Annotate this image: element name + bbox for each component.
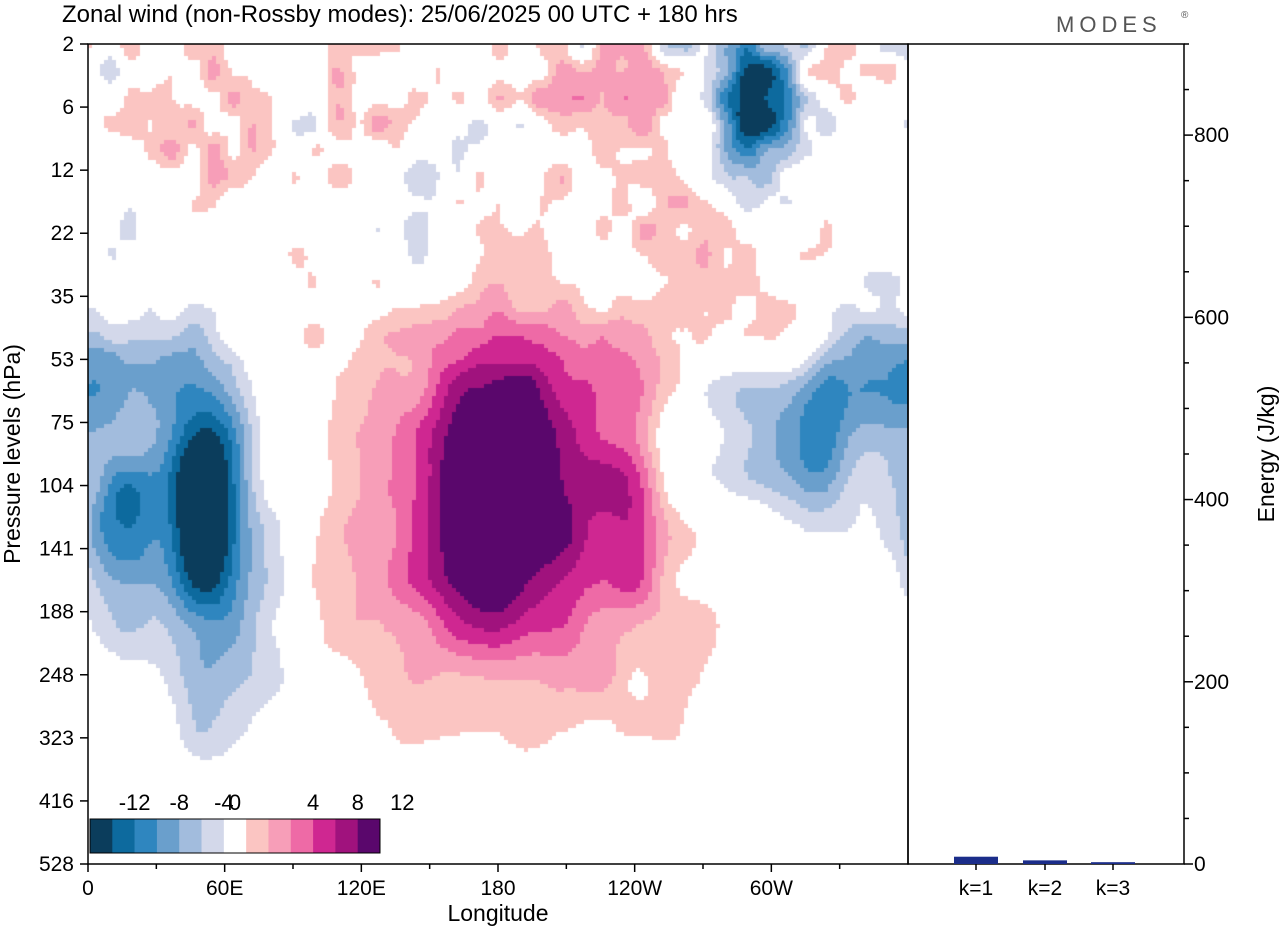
pressure-tick-label: 12: [51, 159, 74, 182]
energy-bar-chart: k=1 k=2 k=3 0 200 400 600 800 Energy (J/kg): [907, 43, 1279, 900]
bar-category-label: k=3: [1096, 877, 1130, 900]
bar-series: k=1 k=2 k=3: [954, 856, 1135, 900]
colorbar-swatch: [246, 819, 269, 853]
colorbar-label: 8: [352, 790, 364, 815]
energy-bar: [954, 856, 998, 864]
pressure-tick-label: 188: [39, 601, 74, 624]
energy-tick-label: 800: [1194, 124, 1229, 147]
colorbar-swatch: [357, 819, 381, 853]
colorbar-swatch: [335, 819, 358, 853]
longitude-tick-label: 60E: [206, 877, 243, 900]
pressure-axis: 2 6 12 22 35 53 75 104 141 188 248 323 416 528: [39, 33, 88, 876]
colorbar-swatch: [90, 819, 113, 853]
energy-bar: [1023, 860, 1067, 864]
pressure-tick-label: 2: [62, 33, 74, 56]
longitude-tick-label: 60W: [750, 877, 793, 900]
colorbar-swatch: [112, 819, 135, 853]
heatmap-field: [88, 44, 908, 864]
colorbar: -12 -8 -40 4 8 12: [89, 790, 415, 854]
colorbar-swatch: [290, 819, 314, 853]
longitude-tick-label: 0: [82, 877, 94, 900]
colorbar-swatch: [201, 819, 225, 853]
pressure-tick-label: 22: [51, 222, 74, 245]
colorbar-label: 12: [390, 790, 414, 815]
colorbar-label: 0: [229, 790, 241, 815]
colorbar-swatch: [134, 819, 158, 853]
heatmap-plot: -12 -8 -40 4 8 12 261222355375104141188248323…: [0, 33, 909, 926]
colorbar-swatch: [313, 819, 336, 853]
pressure-tick-label: 141: [39, 538, 74, 561]
pressure-tick-label: 248: [39, 664, 74, 687]
pressure-tick-label: 528: [39, 853, 74, 876]
x-axis-label: Longitude: [447, 900, 548, 926]
colorbar-label: -12: [119, 790, 151, 815]
pressure-tick-label: 35: [51, 285, 74, 308]
brand-mark: ®: [1181, 10, 1189, 21]
energy-tick-label: 600: [1194, 306, 1229, 329]
colorbar-swatch: [156, 819, 180, 853]
colorbar-label: -8: [169, 790, 189, 815]
colorbar-swatch: [223, 819, 247, 853]
bar-category-label: k=1: [959, 877, 993, 900]
longitude-tick-label: 180: [480, 877, 515, 900]
bar-category-label: k=2: [1028, 877, 1062, 900]
colorbar-label: 4: [307, 790, 319, 815]
energy-tick-label: 0: [1194, 853, 1206, 876]
pressure-tick-label: 323: [39, 727, 74, 750]
y-axis-label: Pressure levels (hPa): [0, 344, 25, 564]
pressure-tick-label: 104: [39, 475, 74, 498]
longitude-tick-label: 120W: [607, 877, 662, 900]
pressure-tick-label: 416: [39, 790, 74, 813]
colorbar-frame: [89, 818, 381, 854]
bar-frame: [907, 43, 1185, 865]
energy-bar: [1091, 862, 1135, 864]
longitude-axis: 0 60E 120E 180 120W 60W: [82, 864, 841, 900]
colorbar-label: -4: [214, 790, 234, 815]
pressure-tick-label: 75: [51, 411, 74, 434]
energy-tick-label: 200: [1194, 671, 1229, 694]
pressure-tick-label: 53: [51, 348, 74, 371]
chart-title: Zonal wind (non-Rossby modes): 25/06/202…: [62, 1, 738, 28]
energy-axis: 0 200 400 600 800: [1184, 43, 1229, 876]
longitude-tick-label: 120E: [337, 877, 386, 900]
energy-axis-label: Energy (J/kg): [1253, 386, 1279, 523]
colorbar-swatch: [268, 819, 292, 853]
energy-tick-label: 400: [1194, 489, 1229, 512]
pressure-tick-label: 6: [62, 96, 74, 119]
colorbar-swatch: [179, 819, 202, 853]
brand-logo: MODES: [1056, 12, 1162, 37]
